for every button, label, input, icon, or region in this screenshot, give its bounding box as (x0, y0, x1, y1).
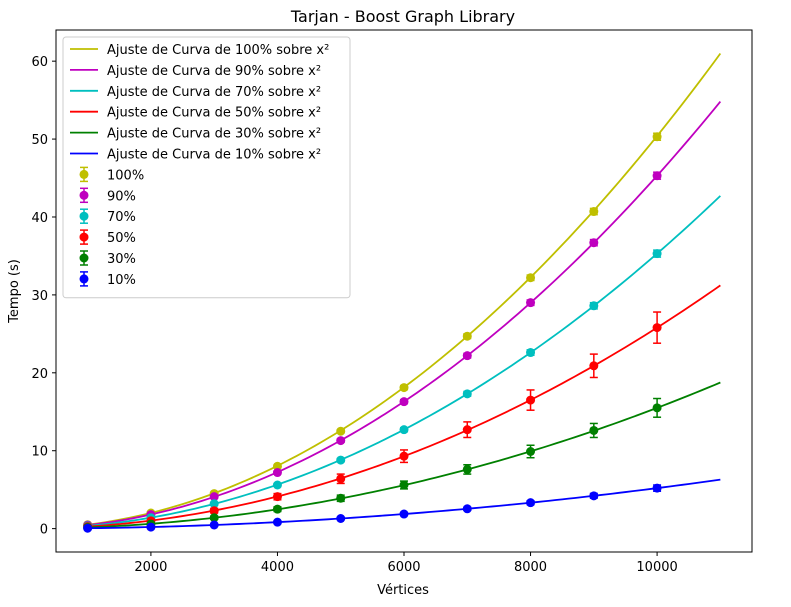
data-point (272, 468, 282, 478)
x-tick-label: 10000 (636, 560, 677, 575)
data-point (336, 474, 346, 484)
data-point (526, 498, 536, 508)
data-point (462, 331, 472, 341)
data-point (589, 207, 599, 217)
x-tick-label: 8000 (514, 560, 547, 575)
x-axis: 2000 4000 6000 8000 10000 (134, 552, 678, 575)
data-point (209, 492, 219, 502)
data-point (399, 425, 409, 435)
legend-series-label: 90% (107, 189, 136, 204)
data-point (272, 492, 282, 502)
y-tick-label: 50 (31, 133, 48, 148)
data-point (462, 464, 472, 474)
data-point (399, 397, 409, 407)
data-point (462, 425, 472, 435)
chart-title: Tarjan - Boost Graph Library (290, 7, 515, 26)
data-point (526, 395, 536, 405)
data-point (399, 451, 409, 461)
legend-marker-swatch (79, 169, 89, 179)
x-axis-label: Vértices (377, 583, 429, 598)
data-point (272, 461, 282, 471)
legend-series-label: 50% (107, 231, 136, 246)
data-point (526, 273, 536, 283)
data-point (209, 506, 219, 516)
data-point (526, 298, 536, 308)
legend-series-label: 30% (107, 252, 136, 267)
y-tick-label: 20 (31, 367, 48, 382)
data-point (526, 348, 536, 358)
legend-fit-label: Ajuste de Curva de 50% sobre x² (107, 106, 321, 121)
data-point (336, 493, 346, 503)
data-point (146, 522, 156, 532)
x-tick-label: 4000 (261, 560, 294, 575)
data-point (652, 171, 662, 181)
legend-fit-label: Ajuste de Curva de 70% sobre x² (107, 85, 321, 100)
data-point (462, 389, 472, 399)
data-point (462, 504, 472, 514)
data-point (652, 403, 662, 413)
legend: Ajuste de Curva de 100% sobre x² Ajuste d… (62, 36, 351, 299)
data-point (336, 436, 346, 446)
legend-box (62, 36, 351, 299)
data-point (209, 513, 219, 523)
x-tick-label: 2000 (134, 560, 167, 575)
data-point (272, 517, 282, 527)
data-point (399, 480, 409, 490)
y-tick-label: 10 (31, 445, 48, 460)
legend-marker-swatch (79, 232, 89, 242)
y-axis: 0 10 20 30 40 50 60 (31, 55, 56, 538)
y-tick-label: 0 (40, 523, 48, 538)
data-point (399, 509, 409, 519)
data-point (272, 504, 282, 514)
legend-marker-swatch (79, 190, 89, 200)
legend-series-label: 10% (107, 273, 136, 288)
legend-series-label: 100% (107, 168, 144, 183)
series-4 (83, 397, 662, 532)
data-point (336, 426, 346, 436)
data-point (83, 523, 93, 533)
data-point (209, 499, 219, 509)
data-point (589, 301, 599, 311)
plot-area (83, 52, 722, 533)
legend-fit-label: Ajuste de Curva de 90% sobre x² (107, 64, 321, 79)
data-point (272, 480, 282, 490)
legend-marker-swatch (79, 253, 89, 263)
x-tick-label: 6000 (387, 560, 420, 575)
data-point (652, 323, 662, 333)
y-tick-label: 30 (31, 289, 48, 304)
data-point (526, 446, 536, 456)
legend-series-label: 70% (107, 210, 136, 225)
data-point (652, 132, 662, 142)
data-point (652, 249, 662, 259)
data-point (209, 520, 219, 530)
legend-fit-label: Ajuste de Curva de 30% sobre x² (107, 127, 321, 142)
data-point (462, 351, 472, 361)
data-point (589, 425, 599, 435)
legend-marker-swatch (79, 211, 89, 221)
data-point (652, 483, 662, 493)
data-point (336, 455, 346, 465)
data-point (589, 238, 599, 248)
legend-fit-label: Ajuste de Curva de 100% sobre x² (107, 43, 329, 58)
data-point (589, 491, 599, 501)
data-point (399, 383, 409, 393)
series-5 (83, 483, 662, 533)
y-tick-label: 40 (31, 211, 48, 226)
y-tick-label: 60 (31, 55, 48, 70)
legend-fit-label: Ajuste de Curva de 10% sobre x² (107, 148, 321, 163)
data-point (589, 361, 599, 371)
y-axis-label: Tempo (s) (7, 259, 22, 324)
legend-marker-swatch (79, 274, 89, 284)
data-point (336, 513, 346, 523)
